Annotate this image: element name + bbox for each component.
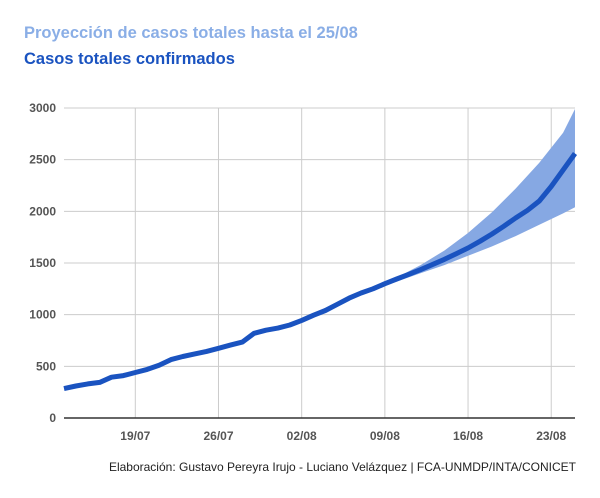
x-tick-label: 19/07	[120, 429, 150, 443]
x-tick-label: 23/08	[536, 429, 566, 443]
line-layer	[63, 152, 578, 392]
y-tick-label: 1500	[29, 256, 56, 270]
projection-band	[373, 109, 575, 289]
label-layer: 0 500 1000 1500 2000 2500 3000 19/07 26/07 02/08 0…	[29, 101, 566, 443]
y-tick-label: 2500	[29, 153, 56, 167]
y-tick-label: 1000	[29, 308, 56, 322]
x-tick-label: 02/08	[287, 429, 317, 443]
cases-series-line	[63, 152, 578, 392]
grid-layer	[64, 107, 575, 418]
y-tick-label: 500	[36, 359, 56, 373]
band-layer	[373, 109, 575, 289]
chart-title: Proyección de casos totales hasta el 25/…	[24, 24, 358, 42]
x-tick-label: 26/07	[203, 429, 233, 443]
x-tick-label: 09/08	[370, 429, 400, 443]
source-caption: Elaboración: Gustavo Pereyra Irujo - Luc…	[108, 460, 576, 474]
y-tick-label: 3000	[29, 101, 56, 115]
x-tick-label: 16/08	[453, 429, 483, 443]
y-tick-label: 2000	[29, 204, 56, 218]
chart-subtitle: Casos totales confirmados	[24, 50, 235, 68]
y-tick-label: 0	[49, 411, 56, 425]
